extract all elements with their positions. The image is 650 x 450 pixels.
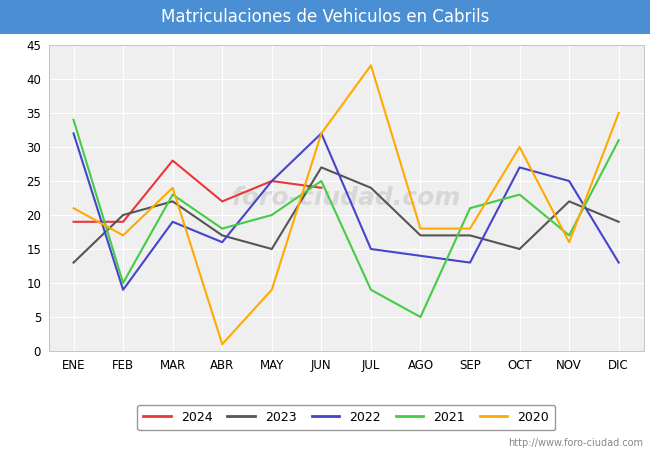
2022 <box>169 219 177 225</box>
2024 <box>70 219 77 225</box>
2020 <box>615 110 623 116</box>
2020 <box>515 144 523 150</box>
Line: 2022: 2022 <box>73 133 619 290</box>
Line: 2024: 2024 <box>73 161 321 222</box>
2023 <box>218 233 226 238</box>
2021 <box>417 314 424 319</box>
2023 <box>615 219 623 225</box>
2021 <box>169 192 177 197</box>
2023 <box>367 185 375 190</box>
2021 <box>466 206 474 211</box>
2022 <box>367 246 375 252</box>
2020 <box>169 185 177 190</box>
2021 <box>218 226 226 231</box>
2021 <box>268 212 276 218</box>
2020 <box>218 342 226 347</box>
2021 <box>70 117 77 122</box>
2022 <box>119 287 127 292</box>
2023 <box>566 199 573 204</box>
Text: http://www.foro-ciudad.com: http://www.foro-ciudad.com <box>508 438 644 448</box>
Legend: 2024, 2023, 2022, 2021, 2020: 2024, 2023, 2022, 2021, 2020 <box>137 405 555 430</box>
2020 <box>417 226 424 231</box>
2022 <box>417 253 424 258</box>
Line: 2020: 2020 <box>73 65 619 344</box>
2020 <box>367 63 375 68</box>
Line: 2023: 2023 <box>73 167 619 263</box>
2022 <box>515 165 523 170</box>
2023 <box>417 233 424 238</box>
2023 <box>317 165 325 170</box>
2024 <box>119 219 127 225</box>
2024 <box>169 158 177 163</box>
2023 <box>169 199 177 204</box>
2023 <box>119 212 127 218</box>
2023 <box>515 246 523 252</box>
2022 <box>317 130 325 136</box>
2024 <box>218 199 226 204</box>
Text: Matriculaciones de Vehiculos en Cabrils: Matriculaciones de Vehiculos en Cabrils <box>161 8 489 26</box>
2021 <box>317 178 325 184</box>
2021 <box>367 287 375 292</box>
2024 <box>317 185 325 190</box>
2023 <box>70 260 77 265</box>
2021 <box>119 280 127 286</box>
2023 <box>268 246 276 252</box>
2023 <box>466 233 474 238</box>
Line: 2021: 2021 <box>73 120 619 317</box>
2022 <box>70 130 77 136</box>
2020 <box>317 130 325 136</box>
2021 <box>615 138 623 143</box>
2024 <box>268 178 276 184</box>
2020 <box>466 226 474 231</box>
2021 <box>566 233 573 238</box>
2022 <box>218 239 226 245</box>
2021 <box>515 192 523 197</box>
2020 <box>566 239 573 245</box>
2020 <box>70 206 77 211</box>
2020 <box>119 233 127 238</box>
2022 <box>615 260 623 265</box>
2020 <box>268 287 276 292</box>
2022 <box>566 178 573 184</box>
2022 <box>466 260 474 265</box>
Text: foro-ciudad.com: foro-ciudad.com <box>231 186 461 210</box>
2022 <box>268 178 276 184</box>
